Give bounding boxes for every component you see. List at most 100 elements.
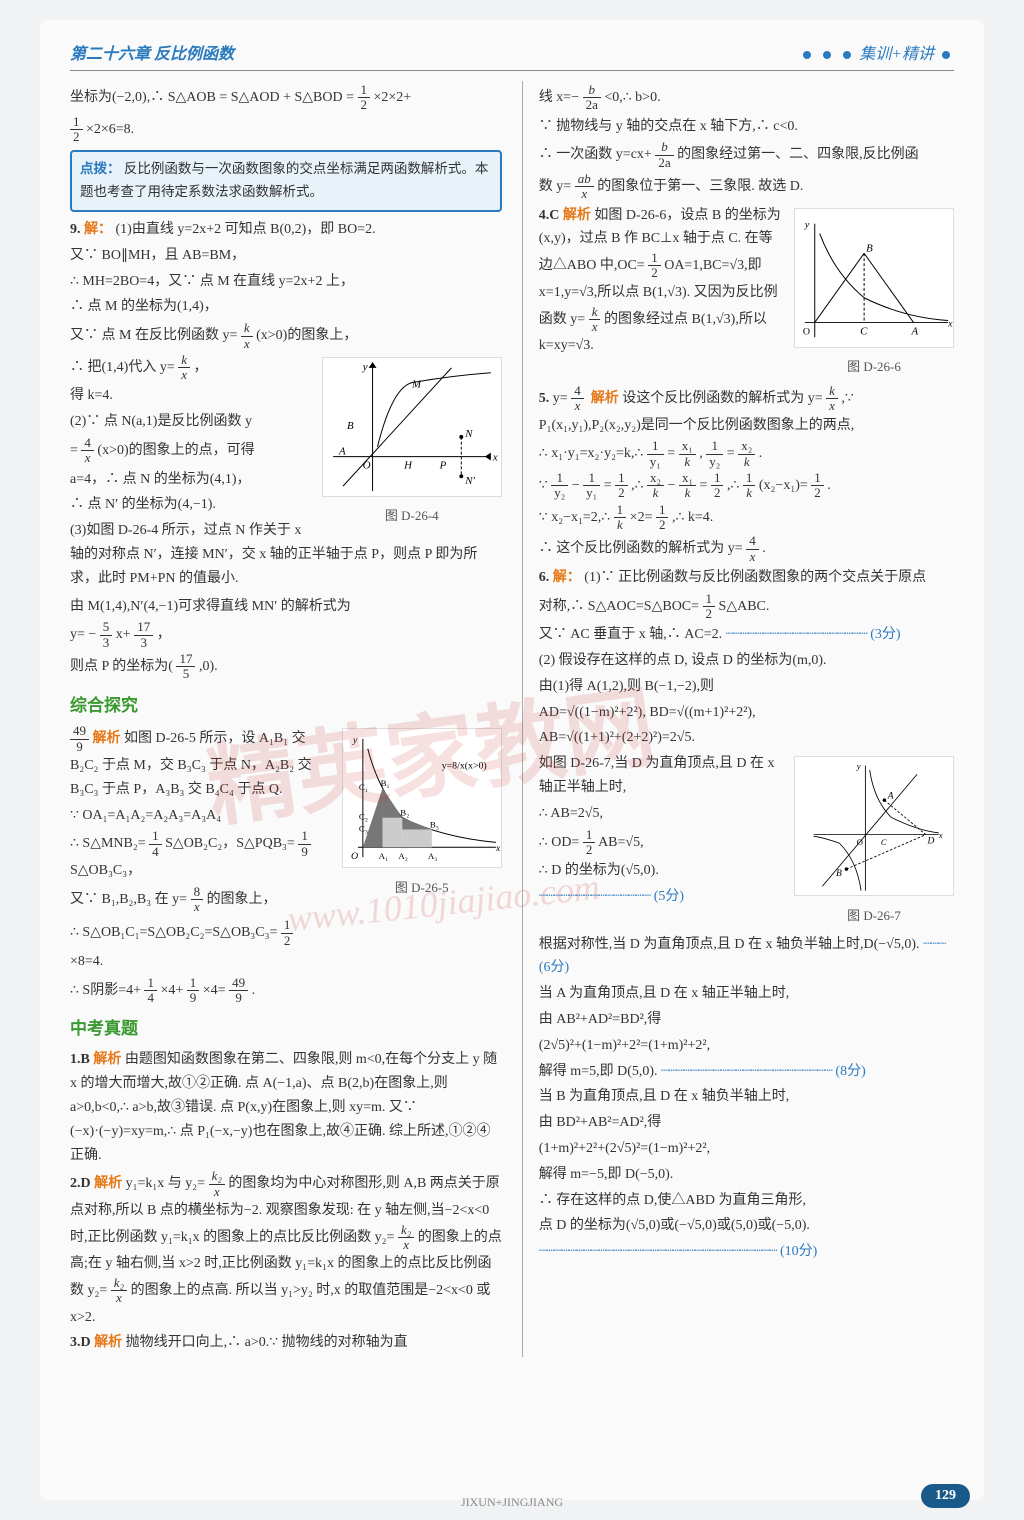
svg-text:O: O	[363, 459, 371, 471]
text-line: ┈┈┈┈┈┈┈┈┈┈┈┈┈┈┈┈┈┈┈┈┈┈┈┈┈┈┈┈┈┈┈┈ (10分)	[539, 1240, 954, 1264]
zhenti-1: 1.B 解析 由题图知函数图象在第二、四象限,则 m<0,在每个分支上 y 随 …	[70, 1048, 502, 1167]
analysis-label: 解析	[94, 1335, 122, 1350]
tip-box: 点拨： 反比例函数与一次函数图象的交点坐标满足两函数解析式。本题也考查了用待定系…	[70, 150, 502, 212]
svg-text:B₁: B₁	[380, 779, 389, 789]
page-number: 129	[921, 1484, 970, 1508]
svg-text:y: y	[804, 219, 810, 230]
text-line: 又∵ AC 垂直于 x 轴,∴ AC=2. ┈┈┈┈┈┈┈┈┈┈┈┈┈┈┈┈┈┈…	[539, 623, 954, 647]
analysis-label: 解析	[93, 732, 121, 747]
svg-text:C: C	[860, 325, 868, 337]
figure-d-26-7: O x y A B C D 图 D-26-7	[794, 756, 954, 926]
text-line: 解得 m=−5,即 D(−5,0).	[539, 1163, 954, 1187]
svg-text:B: B	[836, 869, 842, 879]
svg-text:B: B	[347, 420, 354, 432]
text-line: 又∵ BO∥MH，且 AB=BM，	[70, 244, 502, 268]
section-zhenti: 中考真题	[70, 1015, 502, 1044]
text-line: 由 AB²+AD²=BD²,得	[539, 1008, 954, 1032]
score-badge: (5分)	[654, 889, 684, 904]
text-line: 12 ×2×6=8.	[70, 115, 502, 145]
svg-text:A₃: A₃	[428, 852, 438, 862]
graph-icon: x y O M B A N N′ H P	[322, 357, 502, 497]
header-right-text: 集训+精讲	[859, 46, 934, 63]
text-line: ∴ S阴影=4+ 14 ×4+ 19 ×4= 499 .	[70, 976, 502, 1006]
zhenti-3: 3.D 解析 抛物线开口向上,∴ a>0.∵ 抛物线的对称轴为直	[70, 1331, 502, 1355]
fraction: 12	[358, 83, 371, 113]
section-comprehensive: 综合探究	[70, 692, 502, 721]
problem-6: 6. 解： (1)∵ 正比例函数与反比例函数图象的两个交点关于原点	[539, 566, 954, 590]
text-line: 由(1)得 A(1,2),则 B(−1,−2),则	[539, 675, 954, 699]
svg-text:A₂: A₂	[398, 852, 408, 862]
svg-text:A: A	[911, 325, 919, 337]
dot-icon	[843, 51, 851, 59]
svg-text:H: H	[403, 459, 413, 471]
svg-text:P: P	[438, 459, 446, 471]
svg-text:C₂: C₂	[359, 812, 368, 822]
footer-text: JIXUN+JINGJIANG	[0, 1495, 1024, 1510]
svg-text:y: y	[352, 735, 358, 746]
page-header: 第二十六章 反比例函数 集训+精讲	[70, 40, 954, 71]
text-line: (2√5)²+(1−m)²+2²=(1+m)²+2²,	[539, 1034, 954, 1058]
svg-text:C: C	[881, 837, 887, 847]
figure-caption: 图 D-26-5	[342, 877, 502, 899]
text-line: 线 x=− b2a <0,∴ b>0.	[539, 83, 954, 113]
text-line: (3)如图 D-26-4 所示，过点 N 作关于 x 轴的对称点 N′，连接 M…	[70, 519, 502, 590]
text-line: 点 D 的坐标为(√5,0)或(−√5,0)或(5,0)或(−5,0).	[539, 1214, 954, 1238]
text-line: 当 B 为直角顶点,且 D 在 x 轴负半轴上时,	[539, 1085, 954, 1109]
text-line: AB=√((1+1)²+(2+2)²)=2√5.	[539, 726, 954, 750]
text-line: (1+m)²+2²+(2√5)²=(1−m)²+2²,	[539, 1137, 954, 1161]
figure-caption: 图 D-26-4	[322, 505, 502, 527]
right-column: 线 x=− b2a <0,∴ b>0. ∵ 抛物线与 y 轴的交点在 x 轴下方…	[522, 81, 954, 1357]
text-line: ∴ 存在这样的点 D,使△ABD 为直角三角形,	[539, 1189, 954, 1213]
svg-text:C₃: C₃	[359, 824, 368, 834]
score-badge: (6分)	[539, 960, 569, 975]
zhenti-2: 2.D 解析 y₁=k₁x 与 y₂= k₂x 的图象均为中心对称图形,则 A,…	[70, 1169, 502, 1329]
analysis-label: 解析	[591, 391, 619, 406]
problem-5: 5. y= 4x 解析 设这个反比例函数的解析式为 y= kx ,∵ P₁(x₁…	[539, 384, 954, 437]
svg-text:y: y	[362, 361, 368, 373]
text-line: 由 BD²+AB²=AD²,得	[539, 1111, 954, 1135]
svg-text:x: x	[492, 451, 498, 463]
text-line: 对称,∴ S△AOC=S△BOC= 12 S△ABC.	[539, 592, 954, 622]
figure-d-26-4: x y O M B A N N′ H P 图 D-26-4	[322, 357, 502, 527]
text-line: ∴ 一次函数 y=cx+ b2a 的图象经过第一、二、四象限,反比例函	[539, 140, 954, 170]
analysis-label: 解析	[93, 1052, 121, 1067]
svg-text:x: x	[495, 844, 501, 855]
tip-text: 反比例函数与一次函数图象的交点坐标满足两函数解析式。本题也考查了用待定系数法求函…	[80, 161, 488, 199]
text-line: ∵ 1y₂ − 1y₁ = 12 ,∴ x₂k − x₁k = 12 ,∴ 1k…	[539, 471, 954, 501]
problem-9: 9. 解： (1)由直线 y=2x+2 可知点 B(0,2)，即 BO=2.	[70, 218, 502, 242]
tip-label: 点拨：	[80, 161, 121, 176]
graph-icon: O x y y=8/x(x>0) B₁ B₂ B₃ C₁ C₂ C₃	[342, 728, 502, 868]
svg-text:O: O	[803, 326, 810, 337]
svg-text:A: A	[338, 445, 346, 457]
graph-icon: O x y A B C D	[794, 756, 954, 896]
left-column: 坐标为(−2,0),∴ S△AOB = S△AOD + S△BOD = 12 ×…	[70, 81, 502, 1357]
text-line: ∵ x₂−x₁=2,∴ 1k ×2= 12 ,∴ k=4.	[539, 503, 954, 533]
header-right: 集训+精讲	[799, 40, 954, 64]
text-line: ∵ 抛物线与 y 轴的交点在 x 轴下方,∴ c<0.	[539, 115, 954, 139]
svg-text:N′: N′	[464, 475, 475, 487]
svg-text:x: x	[938, 830, 943, 840]
dot-icon	[942, 51, 950, 59]
svg-text:y=8/x(x>0): y=8/x(x>0)	[442, 761, 487, 772]
svg-text:A: A	[887, 792, 894, 802]
text-line: ∴ 点 M 的坐标为(1,4)，	[70, 295, 502, 319]
dot-icon	[803, 51, 811, 59]
figure-caption: 图 D-26-6	[794, 356, 954, 378]
score-badge: (3分)	[870, 627, 900, 642]
dot-icon	[823, 51, 831, 59]
text-line: 又∵ 点 M 在反比例函数 y= kx (x>0)的图象上，	[70, 321, 502, 351]
text-line: 数 y= abx 的图象位于第一、三象限. 故选 D.	[539, 172, 954, 202]
text-line: ∴ S△OB₁C₁=S△OB₂C₂=S△OB₃C₃= 12	[70, 918, 502, 948]
text-line: ∴ 这个反比例函数的解析式为 y= 4x .	[539, 534, 954, 564]
fraction: 12	[70, 115, 83, 145]
svg-text:M: M	[411, 378, 422, 390]
svg-text:B₂: B₂	[400, 808, 409, 818]
text-line: 解得 m=5,即 D(5,0). ┈┈┈┈┈┈┈┈┈┈┈┈┈┈┈┈┈┈┈┈┈┈┈…	[539, 1060, 954, 1084]
page: 第二十六章 反比例函数 集训+精讲 坐标为(−2,0),∴ S△AOB = S△…	[40, 20, 984, 1500]
text-line: y= − 53 x+ 173 ，	[70, 620, 502, 650]
svg-text:N: N	[464, 428, 473, 440]
svg-text:B: B	[866, 242, 873, 254]
svg-text:y: y	[856, 761, 861, 771]
figure-caption: 图 D-26-7	[794, 905, 954, 927]
text-line: (2) 假设存在这样的点 D, 设点 D 的坐标为(m,0).	[539, 649, 954, 673]
